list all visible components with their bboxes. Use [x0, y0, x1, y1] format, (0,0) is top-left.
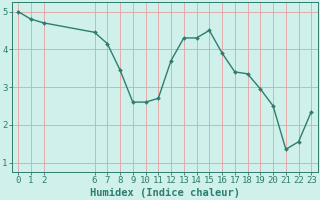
X-axis label: Humidex (Indice chaleur): Humidex (Indice chaleur) [90, 188, 240, 198]
